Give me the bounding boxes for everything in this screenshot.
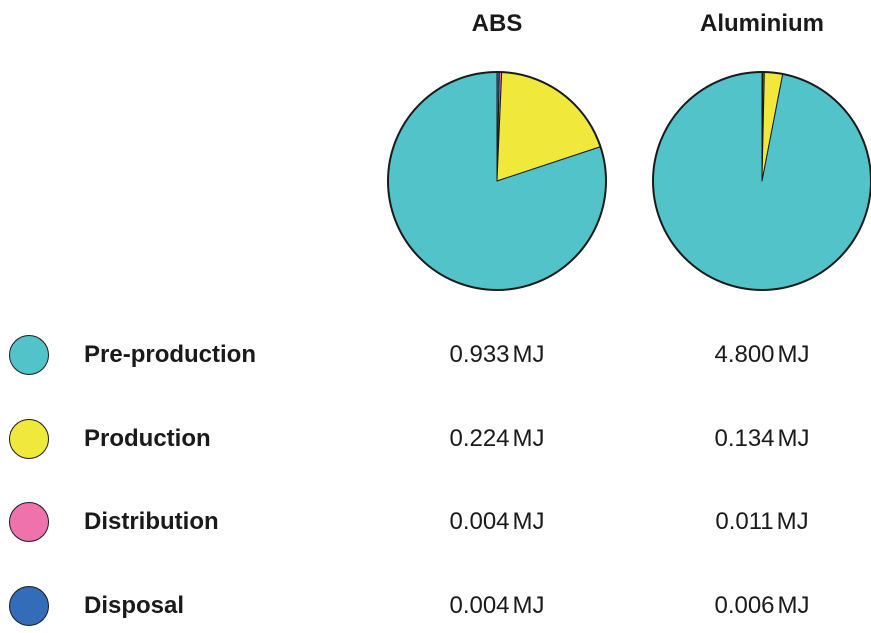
legend-row-disposal: Disposal 0.004 MJ 0.006 MJ — [0, 583, 871, 633]
legend-label-production: Production — [84, 425, 211, 452]
abs-disposal-value: 0.004 MJ — [449, 592, 545, 619]
aluminium-slice-pre-production — [652, 71, 871, 291]
aluminium-disposal-value: 0.006 MJ — [714, 592, 810, 619]
legend-row-distribution: Distribution 0.004 MJ 0.011 MJ — [0, 499, 871, 549]
legend-row-pre-production: Pre-production 0.933 MJ 4.800 MJ — [0, 332, 871, 382]
abs-production-value: 0.224 MJ — [449, 425, 545, 452]
legend-label-pre-production: Pre-production — [84, 341, 256, 368]
legend-label-disposal: Disposal — [84, 592, 185, 619]
abs-pie-outline — [387, 71, 607, 291]
legend-swatch-disposal — [9, 586, 49, 626]
aluminium-chart-title: Aluminium — [700, 10, 824, 37]
aluminium-production-value: 0.134 MJ — [714, 425, 810, 452]
legend-swatch-distribution — [9, 502, 49, 542]
abs-pre-production-value: 0.933 MJ — [449, 341, 545, 368]
legend-swatch-pre-production — [9, 335, 49, 375]
abs-chart-title: ABS — [471, 10, 523, 37]
pie-charts — [387, 71, 871, 291]
aluminium-pre-production-value: 4.800 MJ — [714, 341, 810, 368]
legend-swatch-production — [9, 419, 49, 459]
aluminium-pie-outline — [652, 71, 871, 291]
legend-label-distribution: Distribution — [84, 508, 219, 535]
aluminium-distribution-value: 0.011 MJ — [715, 508, 809, 535]
legend-row-production: Production 0.224 MJ 0.134 MJ — [0, 416, 871, 466]
abs-distribution-value: 0.004 MJ — [449, 508, 545, 535]
